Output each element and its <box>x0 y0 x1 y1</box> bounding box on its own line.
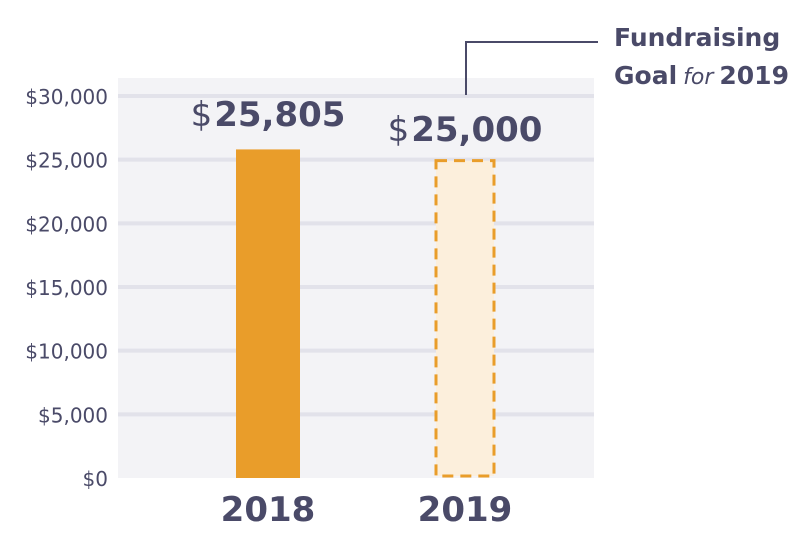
y-axis-tick-labels: $0 $5,000 $10,000 $15,000 $20,000 $25,000 $30,… <box>25 85 108 491</box>
goal-annotation: Fundraising Goal for 2019 <box>465 23 789 95</box>
y-tick-label: $10,000 <box>25 340 108 364</box>
bars <box>236 149 496 479</box>
y-tick-label: $0 <box>83 467 108 491</box>
x-category-label: 2018 <box>221 490 316 530</box>
value-label-2019: $25,000 <box>388 110 543 150</box>
gridlines <box>118 94 594 417</box>
x-axis-category-labels: 2018 2019 <box>221 490 513 530</box>
annotation-line-2: Goal for 2019 <box>614 61 789 90</box>
y-tick-label: $15,000 <box>25 276 108 300</box>
y-tick-label: $30,000 <box>25 85 108 109</box>
y-tick-label: $20,000 <box>25 212 108 236</box>
annotation-line-1: Fundraising <box>614 23 780 52</box>
value-labels: $25,805 $25,000 <box>191 95 543 150</box>
x-category-label: 2019 <box>418 490 513 530</box>
bar-2018 <box>236 149 300 479</box>
y-tick-label: $5,000 <box>38 403 108 427</box>
plot-background <box>118 78 594 478</box>
value-label-2018: $25,805 <box>191 95 346 135</box>
bar-2019-goal <box>434 159 496 478</box>
y-tick-label: $25,000 <box>25 149 108 173</box>
annotation-leader-line <box>465 41 598 95</box>
